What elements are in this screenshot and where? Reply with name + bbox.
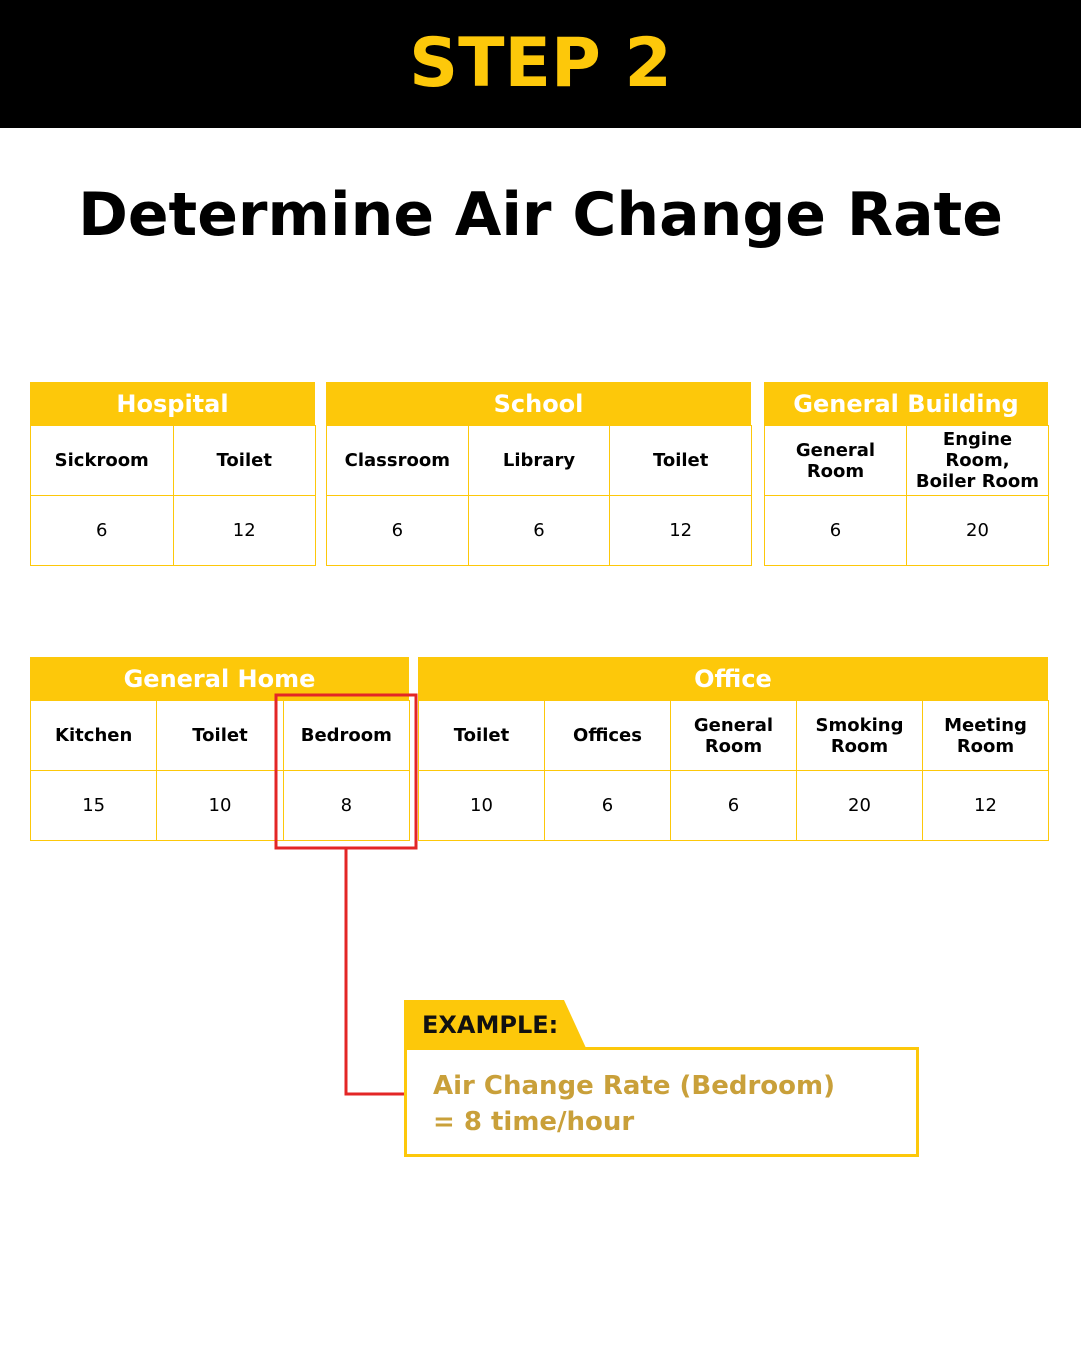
heading: Determine Air Change Rate xyxy=(78,180,1003,250)
table-title: Office xyxy=(418,657,1048,701)
column-header: Meeting Room xyxy=(922,700,1049,771)
value-cell: 12 xyxy=(609,495,752,566)
table-title: General Building xyxy=(764,382,1048,426)
example-line: Air Change Rate (Bedroom) xyxy=(433,1071,835,1101)
value-cell: 8 xyxy=(282,770,410,841)
example-line: = 8 time/hour xyxy=(433,1107,635,1137)
table-title: School xyxy=(326,382,751,426)
value-cell: 12 xyxy=(922,770,1049,841)
highlight-box xyxy=(274,693,418,850)
table-title: Hospital xyxy=(30,382,315,426)
connector-line xyxy=(344,848,404,1096)
value-cell: 20 xyxy=(906,495,1049,566)
value-cell: 12 xyxy=(172,495,316,566)
example-label: EXAMPLE: xyxy=(404,1000,586,1048)
step-title: STEP 2 xyxy=(0,0,1081,128)
example-box: Air Change Rate (Bedroom) = 8 time/hour xyxy=(404,1047,919,1157)
